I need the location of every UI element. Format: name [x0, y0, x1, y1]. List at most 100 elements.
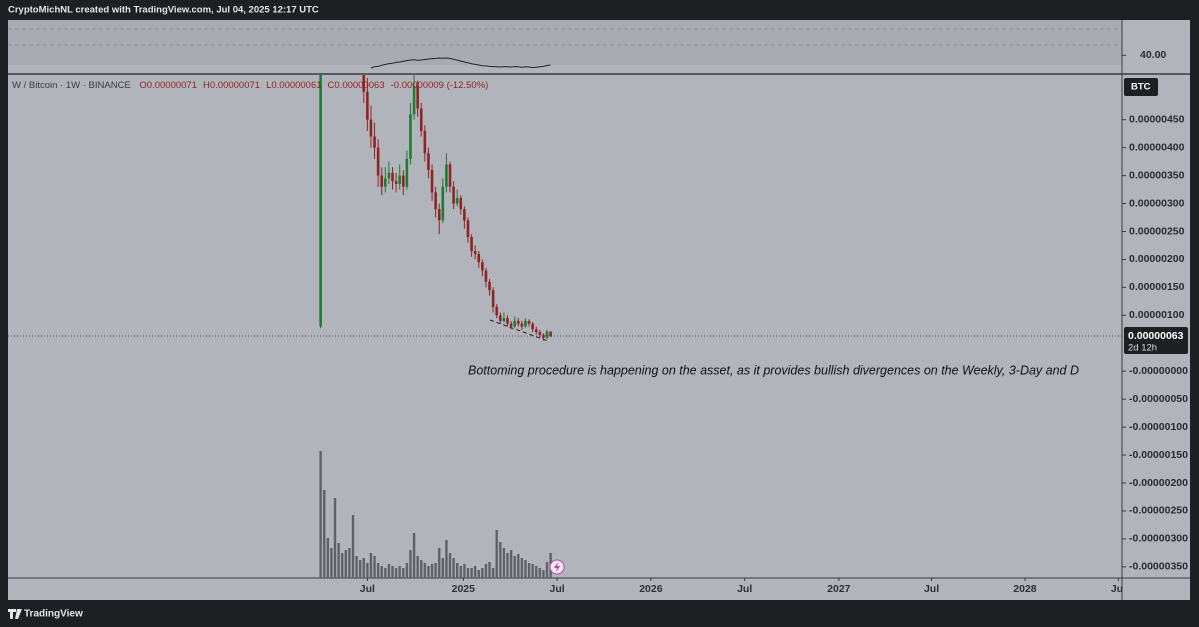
x-tick-label: 2025 [452, 583, 476, 595]
candle-body [513, 320, 516, 327]
candle-body [463, 209, 466, 221]
y-tick-label: 0.00000350 [1129, 169, 1185, 181]
chart-background [8, 20, 1190, 600]
brand-name: TradingView [24, 609, 83, 620]
candle-body [495, 306, 499, 316]
y-tick-label: 0.00000400 [1129, 141, 1185, 153]
x-tick-label: Jul [924, 583, 939, 595]
volume-bar [412, 533, 416, 578]
y-tick-label: -0.00000000 [1129, 365, 1188, 377]
volume-bar [477, 570, 480, 578]
candle-body [455, 197, 459, 204]
volume-bar [542, 570, 545, 578]
y-tick-label: -0.00000300 [1129, 533, 1188, 545]
volume-bar [319, 451, 322, 578]
legend-symbol: W / Bitcoin · 1W · BINANCE [12, 80, 131, 91]
candle-body [437, 209, 441, 221]
currency-label: BTC [1131, 82, 1151, 93]
volume-bar [337, 543, 340, 578]
legend-value: L0.00000061 [266, 80, 321, 91]
candle-body [459, 197, 463, 210]
candle-body [516, 320, 520, 324]
volume-bar [326, 538, 330, 578]
volume-bar [545, 562, 549, 578]
candle-body [549, 331, 552, 337]
volume-bar [358, 560, 362, 578]
annotation: Bottoming procedure is happening on the … [468, 363, 1079, 377]
volume-bar [524, 560, 527, 578]
y-tick-label: -0.00000350 [1129, 561, 1188, 573]
candle-body [405, 158, 409, 187]
candle-body [509, 323, 513, 327]
candle-body [419, 108, 423, 131]
volume-bar [463, 564, 466, 578]
volume-bar [405, 563, 409, 578]
volume-bar [434, 563, 437, 578]
candle-body [488, 281, 491, 291]
volume-bar [470, 568, 473, 578]
candle-body [362, 75, 366, 92]
candle-body [384, 178, 387, 187]
currency-badge [1124, 78, 1158, 96]
y-tick-label: 0.00000150 [1129, 281, 1185, 293]
volume-bar [323, 490, 326, 578]
indicator-band [8, 20, 1122, 65]
volume-bar [527, 563, 531, 578]
price-scale: 0.00000450 0.00000400 0.00000350 0.00000300… [1122, 49, 1188, 573]
volume-bar [502, 548, 506, 578]
volume-bar [513, 556, 516, 578]
candle-body [387, 172, 391, 179]
x-tick-label: Jul [1111, 583, 1126, 595]
legend: W / Bitcoin · 1W · BINANCE O0.00000071 H0… [12, 80, 488, 91]
volume-bar [427, 566, 430, 578]
candle-body [527, 320, 531, 324]
candle-body [427, 153, 430, 171]
candle-body [373, 136, 376, 148]
candle-body [391, 172, 394, 182]
y-tick-label: -0.00000050 [1129, 393, 1188, 405]
candle-body [398, 175, 401, 184]
volume-bar [409, 550, 412, 578]
candle-body [538, 332, 542, 335]
candle-body [506, 318, 509, 324]
last-price-badge [1124, 327, 1188, 355]
x-tick-label: 2026 [639, 583, 663, 595]
y-tick-label: 0.00000250 [1129, 225, 1185, 237]
indicator-pane [370, 57, 551, 69]
y-tick-label: 0.00000450 [1129, 113, 1185, 125]
volume-bar [488, 562, 491, 578]
volume-bar [438, 548, 441, 578]
candle-body [376, 147, 380, 176]
volume-bar [366, 563, 369, 578]
plot-area: Bottoming procedure is happening on the … [8, 75, 1122, 578]
candle-body [470, 237, 473, 252]
volume-bar [402, 568, 405, 578]
y-tick-label: -0.00000200 [1129, 477, 1188, 489]
y-tick-label: 0.00000200 [1129, 253, 1185, 265]
volume-bar [495, 530, 498, 578]
volume-bar [420, 560, 423, 578]
volume-bar [445, 540, 448, 578]
volume-bar [509, 550, 513, 578]
volume-bar [531, 564, 534, 578]
candle-body [473, 251, 477, 254]
volume-bar [369, 553, 373, 578]
candle-body [534, 329, 538, 333]
candle-body [502, 318, 506, 321]
volume-bar [341, 553, 344, 578]
volume-bar [384, 568, 387, 578]
volume-bar [344, 550, 347, 578]
volume-bar [423, 563, 427, 578]
volume-bar [333, 498, 337, 578]
volume-bar [387, 564, 391, 578]
y-tick-label: -0.00000250 [1129, 505, 1188, 517]
candle-body [542, 334, 545, 338]
candle-body [430, 170, 434, 193]
trend-line [489, 319, 549, 342]
candle-body [466, 220, 470, 238]
volume-bar [499, 542, 502, 578]
candle-body [545, 331, 549, 338]
candle-body [452, 186, 455, 204]
